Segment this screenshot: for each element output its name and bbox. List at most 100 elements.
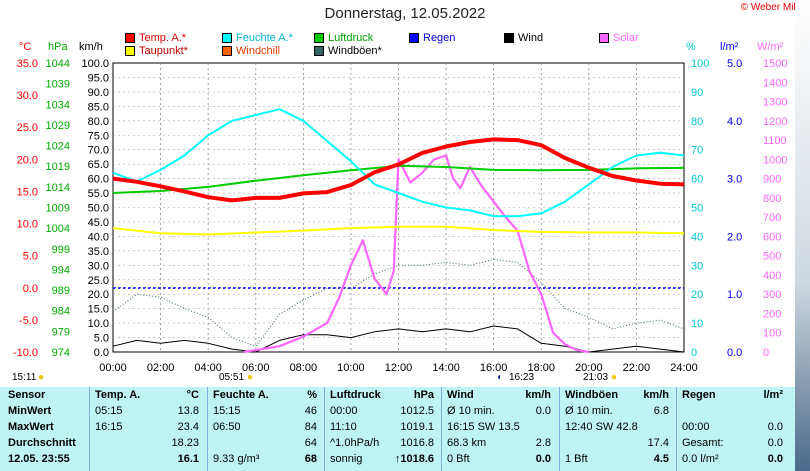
stats-cell-right: ↑1018.6 xyxy=(394,453,434,465)
stats-row xyxy=(682,403,787,419)
chart-series xyxy=(112,108,685,354)
legend-swatch xyxy=(222,33,232,43)
tick-label-wind_kmh: 90.0 xyxy=(88,87,109,99)
legend-label: Windböen* xyxy=(328,45,382,57)
tick-label-wind_kmh: 10.0 xyxy=(88,318,109,330)
tick-label-rain_lm2: 5.0 xyxy=(727,58,742,70)
stats-cell-left: Ø 10 min. xyxy=(447,405,495,417)
stats-cell-right: 46 xyxy=(304,405,317,417)
legend-windchill: Windchill xyxy=(222,45,280,57)
stats-column: Luftdruck hPa 00:00 1012.5 11:10 1019.1 ^1.0hP… xyxy=(330,387,438,471)
tick-label-wind_kmh: 70.0 xyxy=(88,145,109,157)
stats-cell-right: 16.1 xyxy=(177,453,199,465)
stats-cell-left: sonnig xyxy=(330,453,363,465)
sunset-time: 21:03 xyxy=(583,372,609,383)
chart-grid xyxy=(112,62,685,353)
stats-cell-left: 15:15 xyxy=(213,405,241,417)
column-separator xyxy=(89,387,90,471)
sunrise-time: 05:51 xyxy=(219,372,245,383)
tick-label-pressure_hpa: 1039 xyxy=(46,79,70,91)
x-tick-label: 08:00 xyxy=(290,362,318,374)
tick-label-solar_wm2: 300 xyxy=(763,289,781,301)
stats-cell-left: 12:40 SW 42.8 xyxy=(565,421,638,433)
legend-label: Regen xyxy=(423,32,456,44)
tick-label-solar_wm2: 800 xyxy=(763,193,781,205)
window-edge xyxy=(795,0,810,471)
tick-label-wind_kmh: 25.0 xyxy=(88,275,109,287)
legend-label: Feuchte A.* xyxy=(236,32,293,44)
legend-swatch xyxy=(125,33,135,43)
stats-cell-right: °C xyxy=(186,389,199,401)
stats-row: Wind km/h xyxy=(447,387,555,403)
stats-cell-left: ^1.0hPa/h xyxy=(330,437,380,449)
stats-cell-right: % xyxy=(307,389,317,401)
tick-label-pressure_hpa: 989 xyxy=(52,285,70,297)
tick-label-rain_lm2: 1.0 xyxy=(727,289,742,301)
row-labels: Sensor MinWert MaxWert Durchschnitt 12.0… xyxy=(8,387,92,471)
stats-column: Feuchte A.% 15:15 46 06:50 84 64 9.33 g/m³ 68 xyxy=(213,387,321,471)
legend-label: Windchill xyxy=(236,45,281,57)
tick-label-temp_c: 5.0 xyxy=(23,251,38,263)
stats-cell-right: 0.0 xyxy=(535,405,551,417)
tick-label-solar_wm2: 0 xyxy=(763,347,769,359)
tick-label-pressure_hpa: 984 xyxy=(52,306,70,318)
tick-label-wind_kmh: 5.0 xyxy=(94,333,109,345)
tick-label-solar_wm2: 100 xyxy=(763,328,781,340)
stats-cell-left: 11:10 xyxy=(330,421,357,433)
tick-label-temp_c: 20.0 xyxy=(17,154,38,166)
tick-label-wind_kmh: 40.0 xyxy=(88,231,109,243)
sun-times-row: 15:11 ● 05:51 ● ◐ 16:23 21:03 ● xyxy=(0,372,810,386)
stats-row: 16:15 23.4 xyxy=(95,419,203,435)
rowlabel: Durchschnitt xyxy=(8,437,76,449)
stats-cell-left: 16:15 xyxy=(95,421,123,433)
x-tick-label: 16:00 xyxy=(480,362,508,374)
legend-swatch xyxy=(599,33,609,43)
x-tick-label: 04:00 xyxy=(194,362,222,374)
rowlabel: MinWert xyxy=(8,405,52,417)
stats-cell-right: km/h xyxy=(525,389,551,401)
stats-row: 12:40 SW 42.8 xyxy=(565,419,673,435)
tick-label-rain_lm2: 2.0 xyxy=(727,231,742,243)
tick-label-solar_wm2: 1100 xyxy=(763,135,787,147)
tick-label-pressure_hpa: 1004 xyxy=(46,223,70,235)
chart-title: Donnerstag, 12.05.2022 xyxy=(324,5,486,22)
stats-cell-right: 18.23 xyxy=(171,437,199,449)
stats-row: 11:10 1019.1 xyxy=(330,419,438,435)
tick-label-solar_wm2: 1500 xyxy=(763,58,787,70)
stats-column: Temp. A. °C 05:15 13.8 16:15 23.4 18.23 16.1 xyxy=(95,387,203,471)
tick-label-rain_lm2: 3.0 xyxy=(727,174,742,186)
stats-row: 68.3 km 2.8 xyxy=(447,435,555,451)
unit-pressure: hPa xyxy=(48,41,68,53)
stats-cell-left: Ø 10 min. xyxy=(565,405,613,417)
tick-label-temp_c: 30.0 xyxy=(17,90,38,102)
tick-label-wind_kmh: 35.0 xyxy=(88,246,109,258)
tick-label-pressure_hpa: 1044 xyxy=(46,58,70,70)
tick-label-pressure_hpa: 1029 xyxy=(46,120,70,132)
tick-label-solar_wm2: 1000 xyxy=(763,154,787,166)
moon-time: 16:23 xyxy=(509,372,535,383)
stats-row: 06:50 84 xyxy=(213,419,321,435)
legend-solar: Solar xyxy=(599,32,639,44)
x-tick-label: 00:00 xyxy=(99,362,127,374)
stats-column: Wind km/h Ø 10 min. 0.0 16:15 SW 13.5 68.3 km… xyxy=(447,387,555,471)
series-taupunkt xyxy=(112,225,685,236)
column-separator xyxy=(324,387,325,471)
stats-cell-right: 13.8 xyxy=(177,405,199,417)
tick-label-wind_kmh: 15.0 xyxy=(88,304,109,316)
stats-cell-left: 16:15 SW 13.5 xyxy=(447,421,520,433)
legend-dewpoint: Taupunkt* xyxy=(125,45,188,57)
x-tick-label: 06:00 xyxy=(242,362,270,374)
tick-label-humidity_pct: 10 xyxy=(691,318,703,330)
x-tick-label: 22:00 xyxy=(623,362,651,374)
series-tempa xyxy=(112,137,685,203)
stats-cell-right: 68 xyxy=(304,453,317,465)
stats-column: Windböen km/h Ø 10 min. 6.8 12:40 SW 42.8 17.… xyxy=(565,387,673,471)
stats-table: Sensor MinWert MaxWert Durchschnitt 12.0… xyxy=(0,387,795,471)
rowlabel: MaxWert xyxy=(8,421,54,433)
stats-cell-right: 0.0 xyxy=(767,421,783,433)
stats-row: ^1.0hPa/h 1016.8 xyxy=(330,435,438,451)
stats-cell-left: 9.33 g/m³ xyxy=(213,453,260,465)
tick-label-rain_lm2: 0.0 xyxy=(727,347,742,359)
stats-cell-right: 0.0 xyxy=(767,453,783,465)
moon-icon: ◐ xyxy=(497,372,504,383)
